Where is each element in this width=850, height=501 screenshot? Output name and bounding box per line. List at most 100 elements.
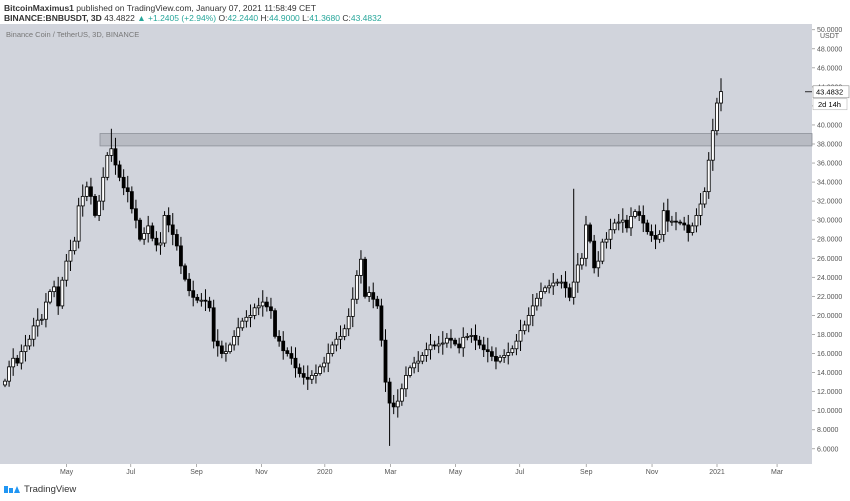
candle-body xyxy=(449,337,453,341)
candle xyxy=(522,320,527,335)
candle xyxy=(84,181,89,202)
candle xyxy=(465,333,470,341)
candle-body xyxy=(27,338,32,347)
candle xyxy=(469,328,474,343)
candle-body xyxy=(702,191,707,205)
candle xyxy=(252,303,257,320)
candle xyxy=(719,78,723,112)
candle-body xyxy=(269,306,273,312)
y-tick-label: 24.0000 xyxy=(817,275,842,282)
candle xyxy=(526,307,531,333)
author-name[interactable]: BitcoinMaximus1 xyxy=(4,3,74,13)
low-label: L: xyxy=(302,13,310,23)
candle-body xyxy=(498,356,502,362)
candle xyxy=(211,299,216,349)
candle xyxy=(653,224,658,250)
candle xyxy=(444,333,449,348)
candle xyxy=(19,344,24,370)
candle-body xyxy=(665,210,670,222)
candle xyxy=(170,213,175,246)
candle-body xyxy=(56,286,61,307)
candle xyxy=(514,334,519,356)
candle xyxy=(506,342,511,365)
tradingview-brand[interactable]: TradingView xyxy=(4,484,76,495)
candle xyxy=(330,341,335,357)
candle-body xyxy=(522,324,527,332)
candle xyxy=(702,187,707,208)
candle-body xyxy=(31,325,36,340)
candle xyxy=(608,218,613,250)
candle xyxy=(449,329,453,349)
candle-body xyxy=(354,275,359,300)
currency-label: USDT xyxy=(820,33,840,40)
close-label: C: xyxy=(342,13,351,23)
candle xyxy=(633,209,637,219)
candle-body xyxy=(559,281,564,284)
candle-body xyxy=(301,373,306,378)
candle xyxy=(338,325,343,350)
candle xyxy=(260,290,265,317)
candle-body xyxy=(616,221,621,224)
candle xyxy=(547,279,552,294)
countdown-label: 2d 14h xyxy=(818,100,841,109)
candle xyxy=(289,346,294,365)
candle-body xyxy=(101,176,106,202)
candle-body xyxy=(309,375,314,380)
candle-body xyxy=(39,318,44,321)
tradingview-label: TradingView xyxy=(24,484,77,495)
candle xyxy=(551,273,556,295)
candle-body xyxy=(224,351,228,354)
candle xyxy=(269,297,273,319)
candle-body xyxy=(641,215,646,224)
candle-body xyxy=(477,339,482,346)
candle-body xyxy=(387,381,392,404)
candle xyxy=(453,337,457,347)
candle-body xyxy=(264,301,269,308)
candle xyxy=(690,222,695,236)
candle-body xyxy=(698,203,703,216)
candle-body xyxy=(534,297,539,307)
time-axis[interactable] xyxy=(0,464,812,481)
candle-body xyxy=(174,234,179,247)
price-label: 43.4832 xyxy=(816,87,843,96)
candle xyxy=(146,215,151,243)
candle xyxy=(584,215,588,267)
candle-body xyxy=(314,373,318,376)
candle-body xyxy=(93,195,97,216)
candle-body xyxy=(350,298,355,317)
candle-body xyxy=(526,315,531,326)
candle xyxy=(600,238,605,265)
y-tick-label: 22.0000 xyxy=(817,294,842,301)
candle-body xyxy=(260,301,265,307)
candle-body xyxy=(547,285,552,289)
candle xyxy=(649,224,654,242)
candle xyxy=(293,347,298,378)
candle-body xyxy=(543,287,547,293)
candle xyxy=(7,360,11,387)
candle-body xyxy=(84,186,89,197)
candle-body xyxy=(530,305,535,316)
candle xyxy=(191,280,196,307)
candle-body xyxy=(469,335,474,337)
candle-body xyxy=(440,342,445,345)
candle xyxy=(228,342,232,354)
candle xyxy=(256,297,261,316)
candle xyxy=(440,331,445,355)
candle xyxy=(383,329,388,392)
candle-body xyxy=(494,355,498,362)
candle-body xyxy=(228,344,232,353)
candle-body xyxy=(72,240,77,252)
candle-body xyxy=(117,164,122,178)
candle-body xyxy=(694,215,699,227)
candle xyxy=(105,152,110,181)
candle-body xyxy=(97,200,102,216)
candle xyxy=(629,207,633,236)
candle xyxy=(39,314,44,325)
publication-header: BitcoinMaximus1 published on TradingView… xyxy=(0,0,850,24)
candle-body xyxy=(318,366,322,374)
candle-body xyxy=(142,233,147,240)
candle xyxy=(432,340,437,350)
candle-body xyxy=(285,350,290,354)
candle xyxy=(174,229,179,251)
y-tick-label: 34.0000 xyxy=(817,180,842,187)
